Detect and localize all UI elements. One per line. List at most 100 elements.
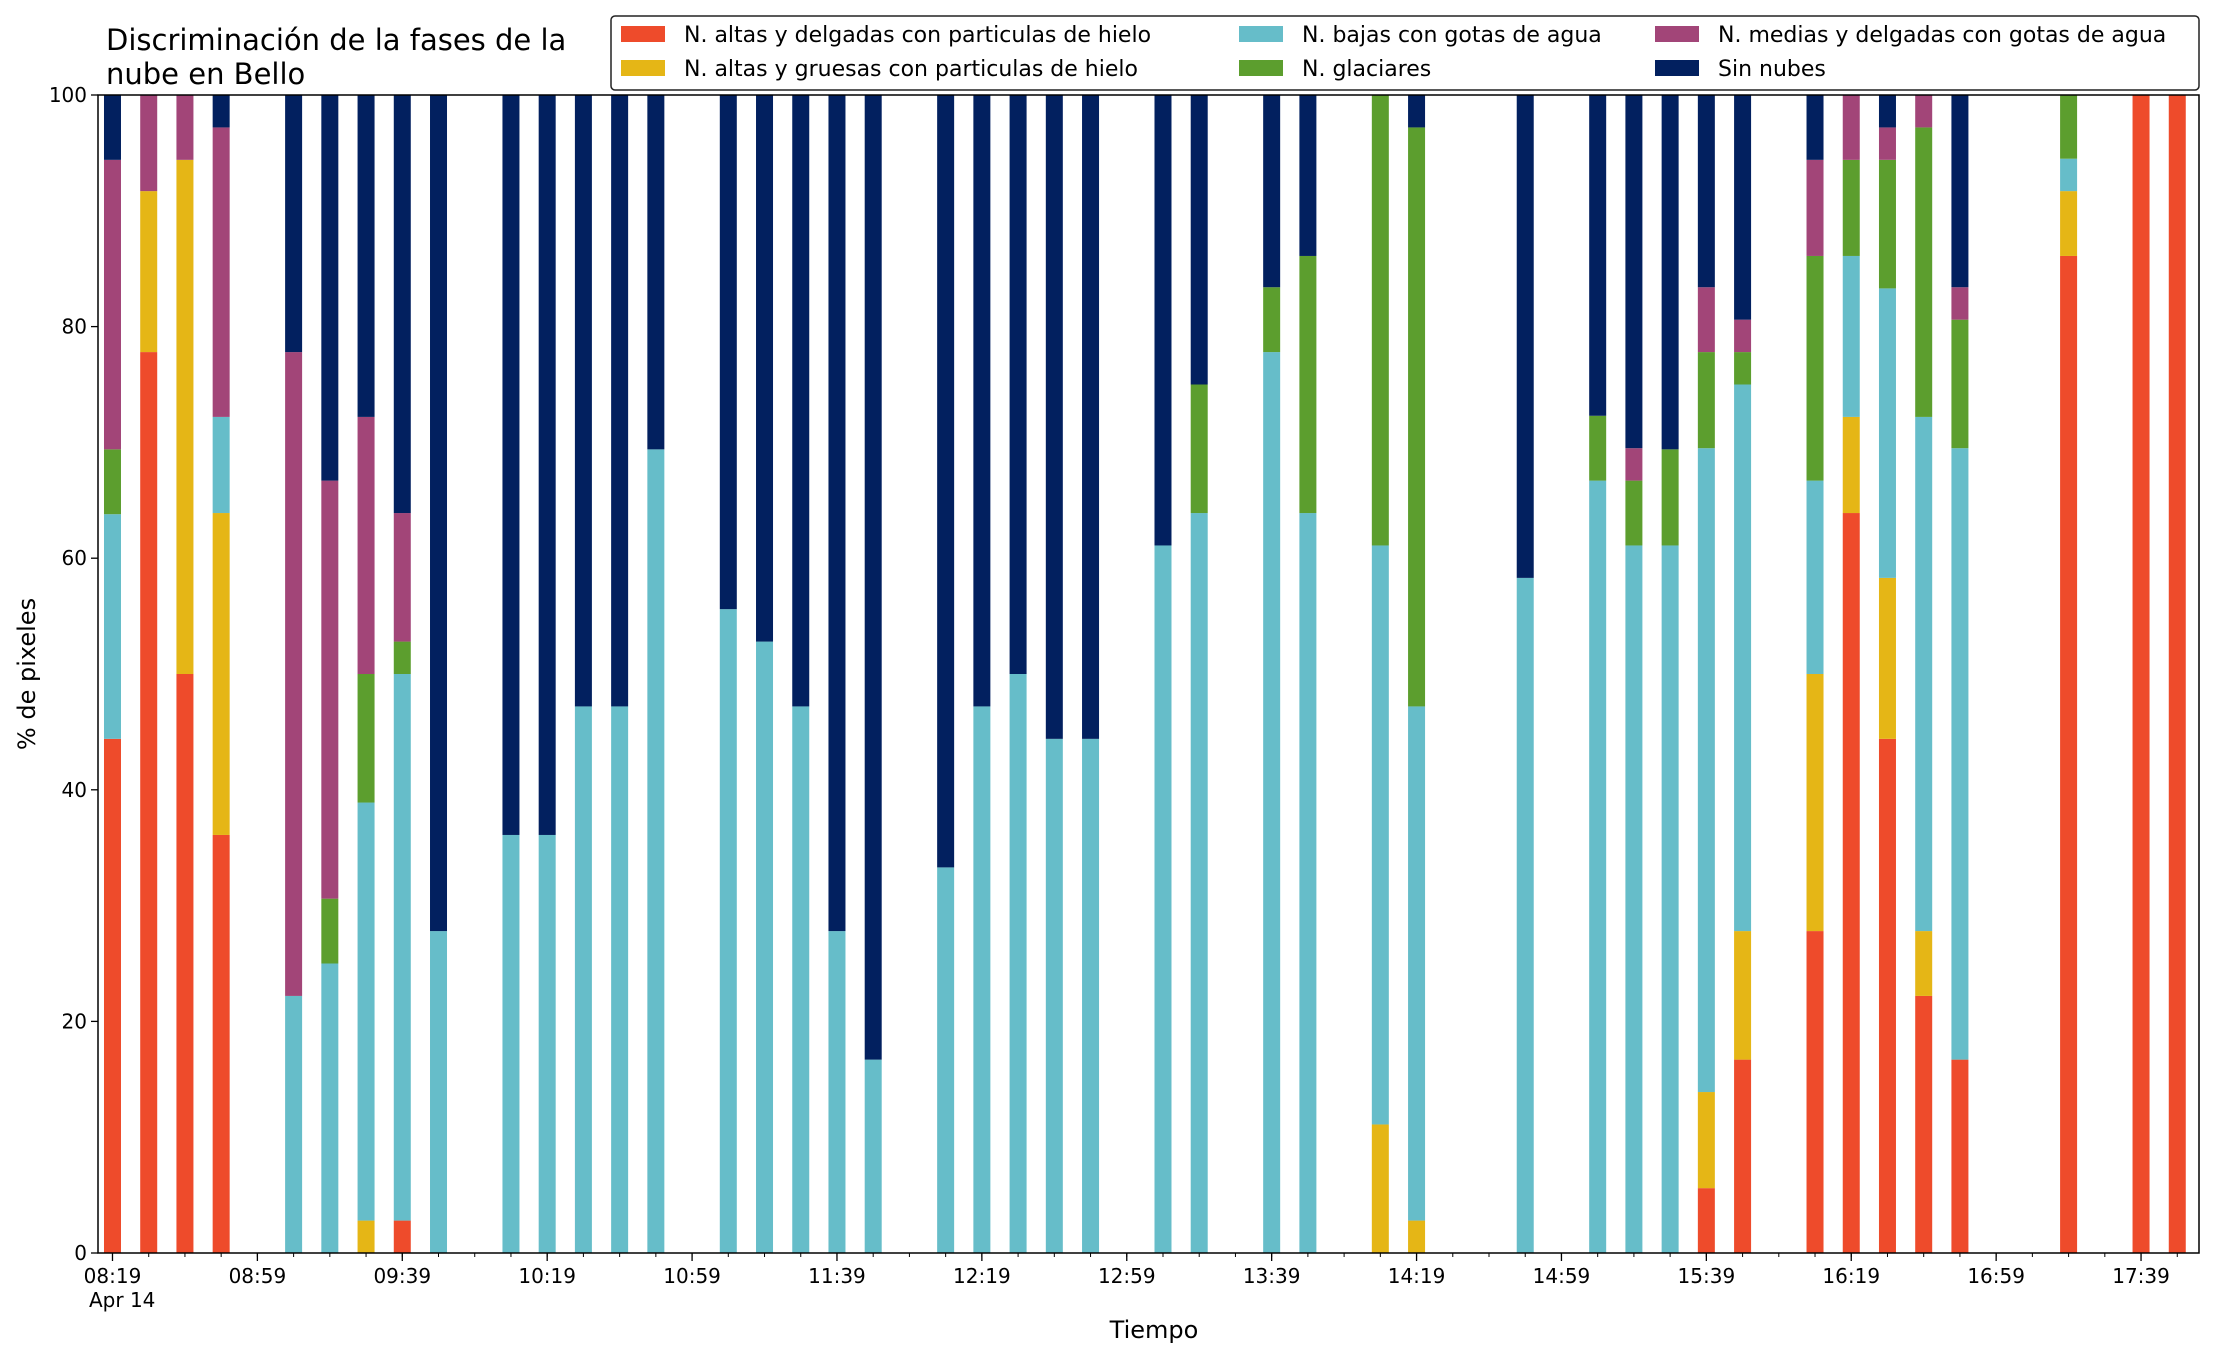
bar-1649-sin-nubes — [1951, 95, 1969, 288]
bar-1119-sin-nubes — [756, 95, 774, 642]
bar-0819-n-bajas-con-gotas-de-agua — [103, 514, 121, 739]
x-tick-label: 16:19 — [1822, 1264, 1880, 1288]
bar-1019-n-bajas-con-gotas-de-agua — [538, 834, 556, 1253]
bar-1419-sin-nubes — [1408, 95, 1426, 128]
y-tick-label: 20 — [62, 1009, 87, 1033]
bar-0919-n-bajas-con-gotas-de-agua — [321, 963, 339, 1253]
bar-1229-sin-nubes — [1009, 95, 1027, 674]
bar-1539-n-altas-y-gruesas-con-particulas-de-hielo — [1697, 1092, 1715, 1189]
bar-1219-n-bajas-con-gotas-de-agua — [973, 706, 991, 1253]
bar-1509-n-glaciares — [1589, 415, 1607, 481]
bar-1339-sin-nubes — [1263, 95, 1281, 288]
bar-1249-n-bajas-con-gotas-de-agua — [1082, 738, 1100, 1253]
bar-1529-n-bajas-con-gotas-de-agua — [1661, 545, 1679, 1253]
legend-label-n-altas-y-delgadas-con-particulas-de-hielo: N. altas y delgadas con particulas de hi… — [684, 23, 1151, 48]
bar-1549-n-glaciares — [1734, 352, 1752, 385]
bar-1409-n-altas-y-gruesas-con-particulas-de-hielo — [1371, 1124, 1389, 1253]
bar-0939-n-bajas-con-gotas-de-agua — [393, 674, 411, 1221]
bar-1419-n-bajas-con-gotas-de-agua — [1408, 706, 1426, 1221]
x-tick-label: 14:19 — [1388, 1264, 1446, 1288]
bar-1719-n-altas-y-delgadas-con-particulas-de-hielo — [2060, 255, 2078, 1253]
bar-1009-n-bajas-con-gotas-de-agua — [502, 834, 520, 1253]
bar-1409-n-bajas-con-gotas-de-agua — [1371, 545, 1389, 1125]
x-tick-label: 12:59 — [1098, 1264, 1156, 1288]
bar-1339-n-glaciares — [1263, 287, 1281, 353]
bar-1649-n-altas-y-delgadas-con-particulas-de-hielo — [1951, 1059, 1969, 1253]
bar-0819-sin-nubes — [103, 95, 121, 160]
bar-1039-sin-nubes — [611, 95, 629, 707]
bar-1539-n-bajas-con-gotas-de-agua — [1697, 448, 1715, 1093]
bar-1539-n-glaciares — [1697, 352, 1715, 449]
bar-1629-n-medias-y-delgadas-con-gotas-de-agua — [1878, 127, 1896, 160]
bar-1529-n-glaciares — [1661, 449, 1679, 546]
x-tick-label: 17:39 — [2112, 1264, 2170, 1288]
bar-1319-sin-nubes — [1190, 95, 1208, 385]
x-date-label: Apr 14 — [89, 1288, 155, 1312]
bar-0909-n-medias-y-delgadas-con-gotas-de-agua — [285, 352, 303, 996]
legend-label-n-altas-y-gruesas-con-particulas-de-hielo: N. altas y gruesas con particulas de hie… — [684, 57, 1138, 82]
bar-1509-n-bajas-con-gotas-de-agua — [1589, 480, 1607, 1253]
bar-1419-n-altas-y-gruesas-con-particulas-de-hielo — [1408, 1220, 1426, 1253]
bar-1609-n-bajas-con-gotas-de-agua — [1806, 480, 1824, 674]
bar-0829-n-altas-y-gruesas-con-particulas-de-hielo — [140, 191, 158, 353]
x-tick-label: 15:39 — [1678, 1264, 1736, 1288]
bar-1239-n-bajas-con-gotas-de-agua — [1045, 738, 1063, 1253]
legend: N. altas y delgadas con particulas de hi… — [610, 15, 2200, 91]
bar-1619-n-bajas-con-gotas-de-agua — [1842, 255, 1860, 417]
bar-1619-n-altas-y-delgadas-con-particulas-de-hielo — [1842, 513, 1860, 1253]
bar-1449-sin-nubes — [1516, 95, 1534, 578]
bar-1629-n-altas-y-gruesas-con-particulas-de-hielo — [1878, 577, 1896, 739]
bar-1239-sin-nubes — [1045, 95, 1063, 739]
bar-1649-n-glaciares — [1951, 319, 1969, 449]
bar-0919-n-glaciares — [321, 898, 339, 964]
bar-1049-n-bajas-con-gotas-de-agua — [647, 449, 665, 1254]
x-axis-label: Tiempo — [1109, 1316, 1199, 1344]
y-tick-label: 100 — [49, 83, 87, 107]
bar-1519-n-glaciares — [1625, 480, 1643, 546]
x-tick-label: 16:59 — [1967, 1264, 2025, 1288]
bar-1629-n-altas-y-delgadas-con-particulas-de-hielo — [1878, 738, 1896, 1253]
bar-0909-n-bajas-con-gotas-de-agua — [285, 995, 303, 1253]
bar-0939-n-glaciares — [393, 641, 411, 674]
y-tick-label: 60 — [62, 546, 87, 570]
bar-1619-n-glaciares — [1842, 159, 1860, 256]
plot-frame — [97, 94, 2200, 1254]
bar-1319-n-bajas-con-gotas-de-agua — [1190, 513, 1208, 1253]
bar-1719-n-altas-y-gruesas-con-particulas-de-hielo — [2060, 191, 2078, 256]
chart-title-line-2: nube en Bello — [106, 57, 305, 91]
bar-0939-sin-nubes — [393, 95, 411, 514]
x-tick-label: 12:19 — [953, 1264, 1011, 1288]
bar-1749-n-altas-y-delgadas-con-particulas-de-hielo — [2168, 95, 2186, 1253]
x-tick-label: 11:39 — [808, 1264, 866, 1288]
bar-0939-n-altas-y-delgadas-con-particulas-de-hielo — [393, 1220, 411, 1253]
bar-1549-n-altas-y-delgadas-con-particulas-de-hielo — [1734, 1059, 1752, 1253]
bar-1629-n-glaciares — [1878, 159, 1896, 289]
bar-1739-n-altas-y-delgadas-con-particulas-de-hielo — [2132, 95, 2150, 1253]
bar-1649-n-bajas-con-gotas-de-agua — [1951, 448, 1969, 1060]
bar-1529-sin-nubes — [1661, 95, 1679, 450]
bar-0839-n-altas-y-gruesas-con-particulas-de-hielo — [176, 159, 194, 675]
bar-0819-n-medias-y-delgadas-con-gotas-de-agua — [103, 159, 121, 450]
bar-1149-n-bajas-con-gotas-de-agua — [864, 1059, 882, 1253]
bar-1149-sin-nubes — [864, 95, 882, 1060]
bar-1639-n-bajas-con-gotas-de-agua — [1915, 416, 1933, 932]
x-tick-label: 10:19 — [518, 1264, 576, 1288]
legend-swatch-sin-nubes — [1655, 60, 1699, 76]
bar-1309-sin-nubes — [1154, 95, 1172, 546]
bar-1009-sin-nubes — [502, 95, 520, 835]
bar-1549-sin-nubes — [1734, 95, 1752, 320]
bar-1609-n-medias-y-delgadas-con-gotas-de-agua — [1806, 159, 1824, 256]
bar-1639-n-glaciares — [1915, 127, 1933, 417]
bar-1349-n-glaciares — [1299, 255, 1317, 514]
bar-1509-sin-nubes — [1589, 95, 1607, 416]
bar-1519-n-bajas-con-gotas-de-agua — [1625, 545, 1643, 1253]
bar-1339-n-bajas-con-gotas-de-agua — [1263, 352, 1281, 1254]
bar-1129-sin-nubes — [792, 95, 810, 707]
chart-title-line-1: Discriminación de la fases de la — [106, 23, 566, 57]
bar-1549-n-altas-y-gruesas-con-particulas-de-hielo — [1734, 931, 1752, 1060]
bar-0819-n-glaciares — [103, 449, 121, 515]
bar-1539-sin-nubes — [1697, 95, 1715, 288]
bar-1639-n-medias-y-delgadas-con-gotas-de-agua — [1915, 95, 1933, 128]
bar-1539-n-medias-y-delgadas-con-gotas-de-agua — [1697, 287, 1715, 353]
